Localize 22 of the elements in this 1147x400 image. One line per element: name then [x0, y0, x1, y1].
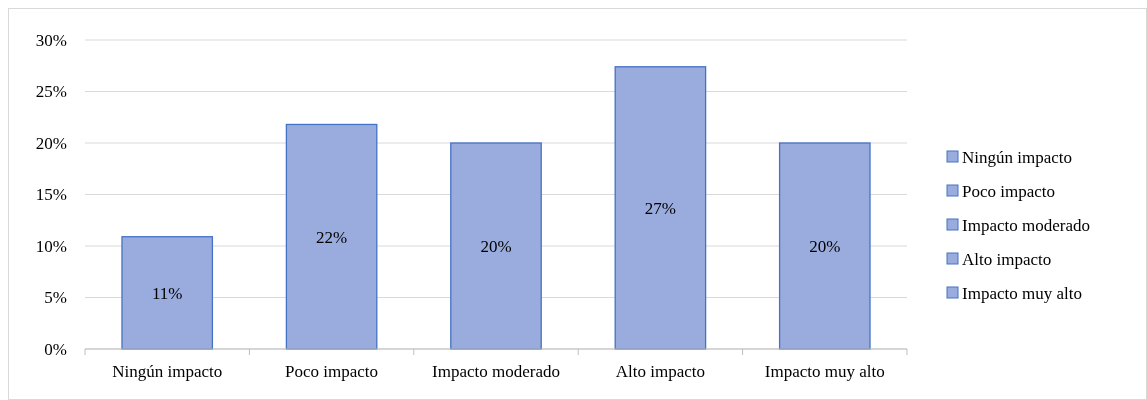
y-tick-label: 30% [35, 30, 67, 50]
legend-label: Poco impacto [962, 181, 1056, 201]
x-tick-label: Impacto muy alto [764, 362, 885, 381]
legend-label: Ningún impacto [962, 147, 1073, 167]
y-tick-label: 0% [44, 339, 67, 359]
x-tick-label: Alto impacto [615, 362, 706, 381]
x-tick-label: Poco impacto [285, 362, 379, 381]
data-label: 22% [316, 227, 348, 247]
data-label: 20% [480, 236, 512, 256]
legend-label: Impacto moderado [962, 215, 1090, 235]
y-tick-label: 20% [35, 133, 67, 153]
y-tick-label: 5% [44, 288, 67, 308]
data-label: 11% [151, 283, 183, 303]
y-tick-label: 25% [35, 82, 67, 102]
data-label: 20% [809, 236, 841, 256]
data-label: 27% [644, 198, 676, 218]
y-tick-label: 15% [35, 185, 67, 205]
legend-label: Impacto muy alto [962, 283, 1082, 303]
x-tick-label: Ningún impacto [112, 362, 223, 381]
y-tick-label: 10% [35, 236, 67, 256]
x-tick-label: Impacto moderado [432, 362, 560, 381]
legend-label: Alto impacto [962, 249, 1052, 269]
